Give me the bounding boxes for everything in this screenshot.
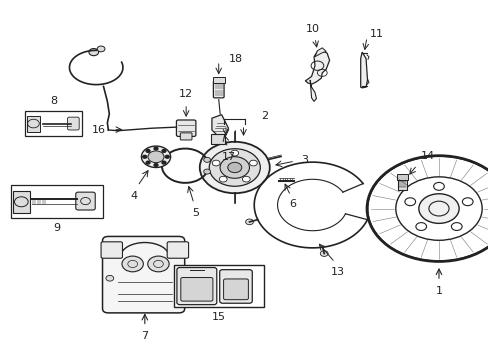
Bar [11,185,102,217]
Text: 7: 7 [141,331,148,341]
FancyBboxPatch shape [397,178,406,190]
Circle shape [230,150,238,156]
Text: 2: 2 [261,111,268,121]
Bar [174,265,264,307]
Circle shape [162,149,165,152]
Circle shape [220,157,249,178]
FancyBboxPatch shape [213,81,224,98]
Circle shape [176,275,183,281]
Polygon shape [305,51,329,84]
FancyBboxPatch shape [101,242,122,258]
Text: 14: 14 [420,152,434,161]
Circle shape [162,161,165,164]
Text: 11: 11 [369,28,383,39]
Polygon shape [309,80,316,102]
Text: 18: 18 [228,54,242,64]
Circle shape [146,161,150,164]
Text: 1: 1 [435,286,442,296]
Circle shape [146,149,150,152]
Circle shape [320,251,327,256]
Circle shape [154,147,158,150]
Text: 4: 4 [130,191,138,201]
Circle shape [200,142,269,193]
Circle shape [249,160,257,166]
Circle shape [106,275,114,281]
Circle shape [227,162,241,173]
Circle shape [154,163,158,166]
FancyBboxPatch shape [67,117,79,130]
FancyBboxPatch shape [212,77,224,83]
Circle shape [97,46,105,52]
Text: 6: 6 [289,199,296,209]
Text: 15: 15 [211,312,225,322]
Polygon shape [314,48,325,57]
FancyBboxPatch shape [180,133,192,140]
Circle shape [148,151,163,163]
Circle shape [404,198,415,206]
Text: 5: 5 [192,208,199,218]
Circle shape [415,222,426,230]
FancyBboxPatch shape [167,242,188,258]
Text: 3: 3 [301,155,308,165]
FancyBboxPatch shape [13,191,30,212]
FancyBboxPatch shape [211,134,224,144]
Polygon shape [360,52,367,88]
Circle shape [203,169,210,174]
FancyBboxPatch shape [219,270,252,303]
Circle shape [462,198,472,206]
Circle shape [141,146,170,167]
Bar [25,111,82,136]
Text: 16: 16 [92,125,106,135]
Polygon shape [211,114,228,141]
Text: 9: 9 [53,222,60,233]
Circle shape [212,160,220,166]
FancyBboxPatch shape [176,120,196,136]
Circle shape [122,256,143,272]
Text: 8: 8 [50,96,57,107]
FancyBboxPatch shape [102,237,184,313]
Circle shape [418,194,458,224]
Circle shape [219,176,227,182]
Text: 10: 10 [305,23,319,33]
Text: 17: 17 [221,153,235,162]
FancyBboxPatch shape [223,279,248,300]
FancyBboxPatch shape [27,116,40,132]
FancyBboxPatch shape [76,192,95,210]
Circle shape [203,157,210,162]
Circle shape [209,149,260,186]
Circle shape [147,256,169,272]
FancyBboxPatch shape [396,174,407,180]
Circle shape [142,156,146,158]
Circle shape [89,49,99,56]
Circle shape [450,222,461,230]
FancyBboxPatch shape [177,267,216,305]
Circle shape [165,156,169,158]
Text: 13: 13 [330,267,344,277]
Circle shape [433,183,444,190]
Text: 12: 12 [179,89,193,99]
Circle shape [245,219,253,225]
Circle shape [242,176,250,182]
FancyBboxPatch shape [181,278,212,301]
